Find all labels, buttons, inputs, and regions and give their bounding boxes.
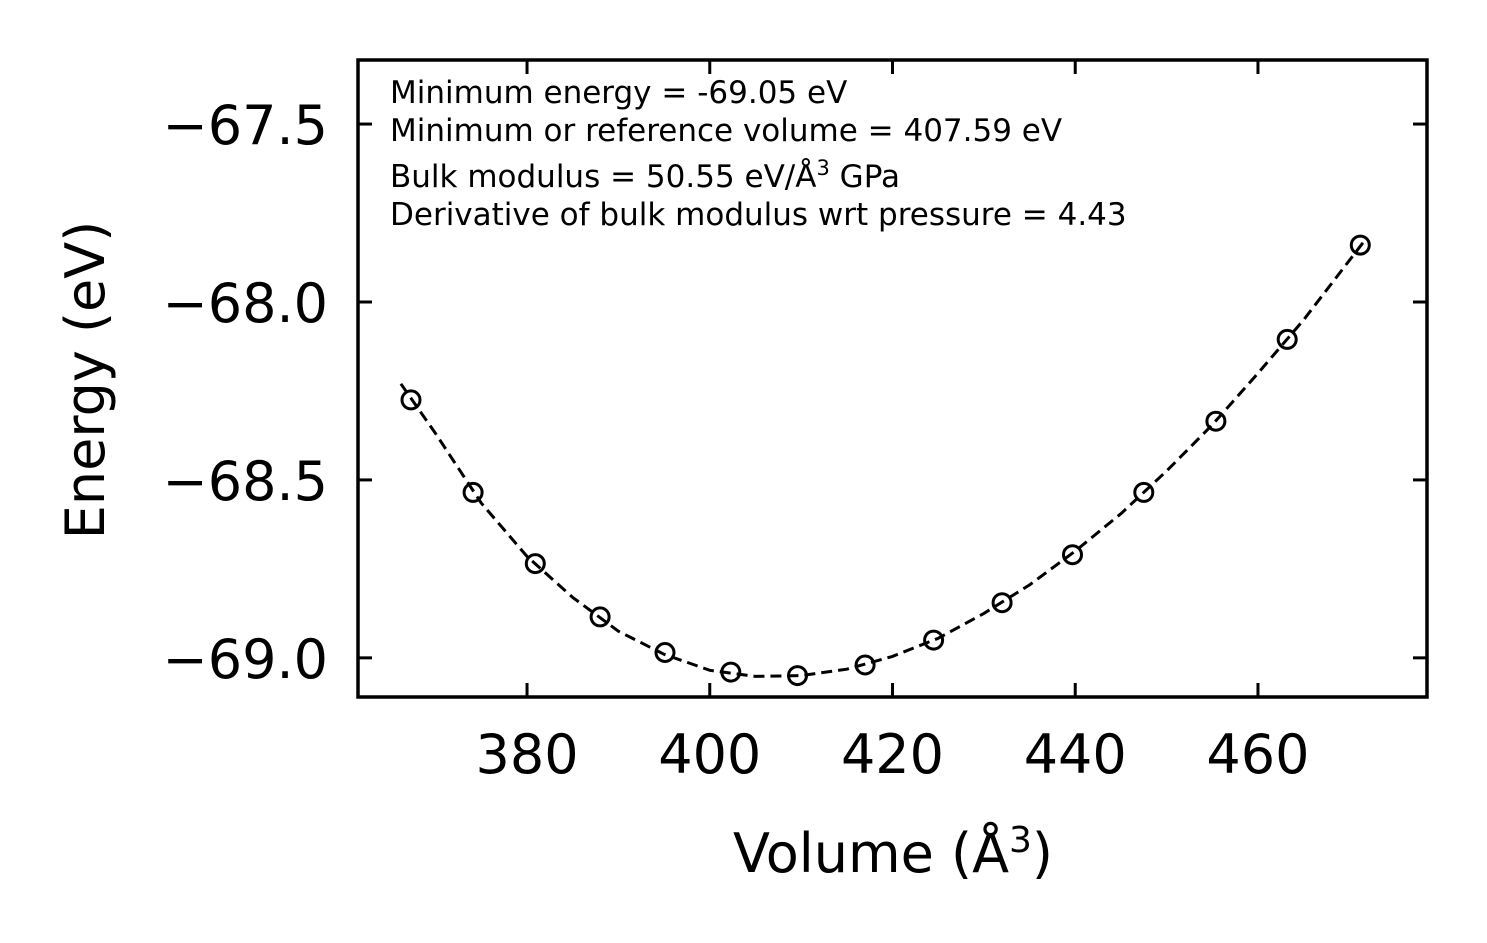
data-point	[654, 642, 676, 663]
x-axis-title: Volume (Å3)	[733, 820, 1053, 886]
data-point	[720, 661, 742, 683]
data-point	[854, 654, 876, 676]
data-point	[524, 553, 546, 575]
y-tick-label: −68.0	[163, 272, 328, 335]
data-point	[462, 481, 484, 503]
x-tick-label: 420	[841, 723, 944, 786]
data-point	[787, 665, 808, 687]
y-tick-label: −67.5	[163, 94, 328, 157]
plot-frame	[356, 58, 1429, 699]
data-point	[1062, 544, 1083, 566]
annotation-line: Derivative of bulk modulus wrt pressure …	[390, 197, 1127, 233]
data-point	[1349, 234, 1371, 256]
plot-layer	[399, 234, 1371, 687]
data-point	[991, 592, 1013, 614]
x-tick-label: 460	[1206, 723, 1309, 786]
y-tick-label: −69.0	[163, 628, 328, 691]
annotation-line: Minimum or reference volume = 407.59 eV	[390, 113, 1062, 149]
y-ticks: −69.0 −68.5 −68.0 −67.5	[163, 94, 1427, 691]
data-point	[1276, 328, 1298, 350]
annotation-line: Minimum energy = -69.05 eV	[390, 75, 847, 111]
fit-curve	[399, 236, 1368, 678]
annotation-line: Bulk modulus = 50.55 eV/Å3 GPa	[390, 156, 900, 195]
data-point	[923, 629, 945, 651]
x-tick-label: 380	[475, 723, 578, 786]
data-point	[1205, 410, 1227, 432]
y-axis-title: Energy (eV)	[54, 221, 117, 540]
y-tick-label: −68.5	[163, 450, 328, 513]
x-tick-label: 440	[1024, 723, 1127, 786]
data-point	[400, 389, 422, 411]
data-point	[589, 606, 611, 628]
x-tick-label: 400	[658, 723, 761, 786]
data-point	[1133, 481, 1155, 503]
x-ticks: 380 400 420 440 460	[475, 60, 1310, 786]
